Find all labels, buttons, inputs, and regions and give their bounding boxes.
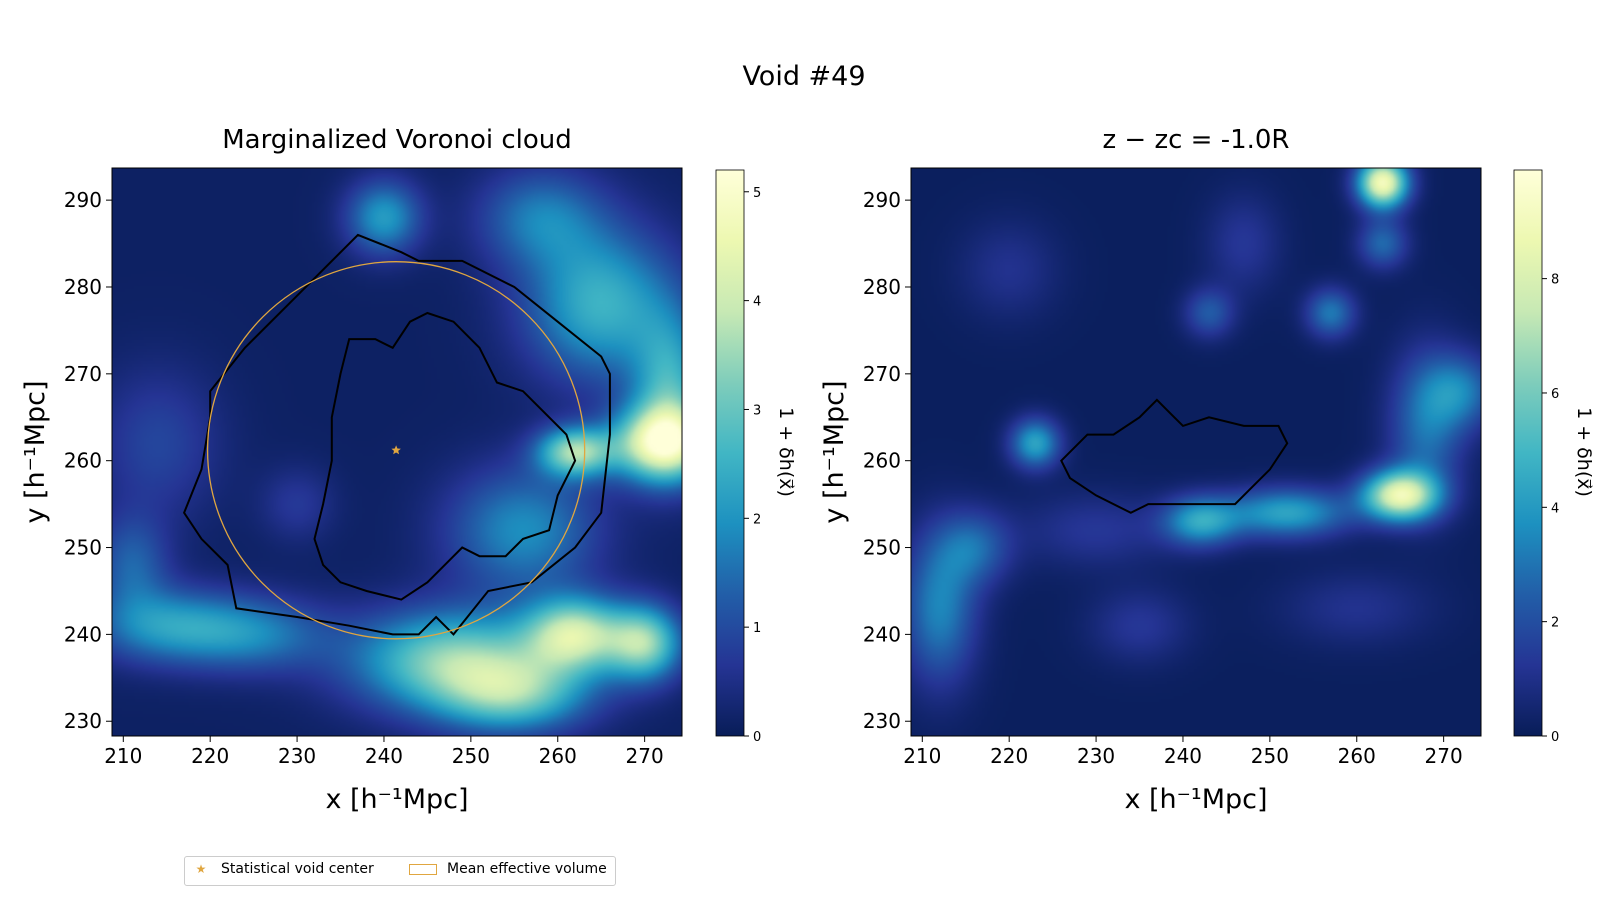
x-tick-label: 220 xyxy=(990,744,1028,768)
y-tick-label: 270 xyxy=(863,362,901,386)
colorbar-tick-label: 4 xyxy=(1551,501,1559,516)
y-tick-label: 280 xyxy=(64,275,102,299)
y-tick-label: 260 xyxy=(863,449,901,473)
x-tick-label: 210 xyxy=(104,744,142,768)
panel-left-colorbar-ticks: 0 1 2 3 4 5 xyxy=(744,186,761,745)
colorbar-tick-label: 8 xyxy=(1551,273,1559,288)
suptitle: Void #49 xyxy=(742,61,865,92)
panel-right-ylabel: y [h⁻¹Mpc] xyxy=(819,380,850,523)
x-tick-label: 230 xyxy=(278,744,316,768)
panel-right-colorbar-ticks: 0 2 4 6 8 xyxy=(1542,273,1559,745)
panel-right-x-ticks: 210 220 230 240 250 260 270 xyxy=(903,736,1463,768)
panel-left-frame xyxy=(111,167,683,737)
x-tick-label: 250 xyxy=(1251,744,1289,768)
panel-left: Marginalized Voronoi cloud 210 220 230 240 2… xyxy=(20,125,797,815)
x-tick-label: 270 xyxy=(626,744,664,768)
colorbar-tick-label: 0 xyxy=(1551,730,1559,745)
star-icon: ★ xyxy=(195,862,207,876)
colorbar-tick-label: 3 xyxy=(753,403,761,418)
legend: ★ Statistical void center Mean effective… xyxy=(184,856,616,886)
x-tick-label: 240 xyxy=(1164,744,1202,768)
y-tick-label: 250 xyxy=(64,536,102,560)
y-tick-label: 290 xyxy=(863,188,901,212)
panel-right-title: z − zc = -1.0R xyxy=(1102,125,1289,155)
y-tick-label: 240 xyxy=(863,622,901,646)
x-tick-label: 260 xyxy=(539,744,577,768)
colorbar-tick-label: 5 xyxy=(753,186,761,201)
y-tick-label: 240 xyxy=(64,622,102,646)
colorbar-tick-label: 0 xyxy=(753,730,761,745)
y-tick-label: 230 xyxy=(64,709,102,733)
x-tick-label: 230 xyxy=(1077,744,1115,768)
void-center-star xyxy=(391,445,401,455)
colorbar-tick-label: 2 xyxy=(1551,616,1559,631)
x-tick-label: 260 xyxy=(1338,744,1376,768)
panel-left-colorbar xyxy=(715,169,745,737)
x-tick-label: 250 xyxy=(452,744,490,768)
panel-left-ylabel: y [h⁻¹Mpc] xyxy=(20,380,51,523)
colorbar-tick-label: 4 xyxy=(753,295,761,310)
panel-right-heatmap xyxy=(911,168,1481,736)
panel-left-title: Marginalized Voronoi cloud xyxy=(222,125,572,155)
panel-right-colorbar-label: 1 + δh(x⃗) xyxy=(1573,407,1595,497)
panel-right-xlabel: x [h⁻¹Mpc] xyxy=(1124,784,1267,815)
panel-right: z − zc = -1.0R 210 220 230 240 250 260 270 230… xyxy=(819,125,1595,815)
panel-left-overlays xyxy=(182,233,611,640)
panel-right-y-ticks: 230 240 250 260 270 280 290 xyxy=(863,188,911,733)
colorbar-tick-label: 1 xyxy=(753,621,761,636)
panel-left-x-ticks: 210 220 230 240 250 260 270 xyxy=(104,736,664,768)
y-tick-label: 230 xyxy=(863,709,901,733)
x-tick-label: 240 xyxy=(365,744,403,768)
void-contour-0 xyxy=(182,233,611,636)
panel-right-frame xyxy=(910,167,1482,737)
legend-label-effective-volume: Mean effective volume xyxy=(447,861,607,877)
void-contour-1 xyxy=(313,311,577,601)
panel-left-y-ticks: 230 240 250 260 270 280 290 xyxy=(64,188,112,733)
legend-item-void-center: ★ Statistical void center xyxy=(189,861,374,877)
x-tick-label: 220 xyxy=(191,744,229,768)
x-tick-label: 270 xyxy=(1425,744,1463,768)
colorbar-tick-label: 2 xyxy=(753,512,761,527)
void-contour-0 xyxy=(1060,398,1289,514)
panel-right-colorbar xyxy=(1513,169,1543,737)
effective-volume-circle xyxy=(206,261,586,640)
panel-left-colorbar-label: 1 + δh(x⃗) xyxy=(775,407,797,497)
y-tick-label: 270 xyxy=(64,362,102,386)
legend-item-effective-volume: Mean effective volume xyxy=(409,861,607,877)
y-tick-label: 280 xyxy=(863,275,901,299)
x-tick-label: 210 xyxy=(903,744,941,768)
legend-label-void-center: Statistical void center xyxy=(221,861,374,877)
panel-right-overlays xyxy=(1060,398,1289,514)
y-tick-label: 290 xyxy=(64,188,102,212)
rectangle-icon xyxy=(409,863,437,875)
y-tick-label: 260 xyxy=(64,449,102,473)
colorbar-tick-label: 6 xyxy=(1551,387,1559,402)
y-tick-label: 250 xyxy=(863,536,901,560)
panel-left-xlabel: x [h⁻¹Mpc] xyxy=(325,784,468,815)
